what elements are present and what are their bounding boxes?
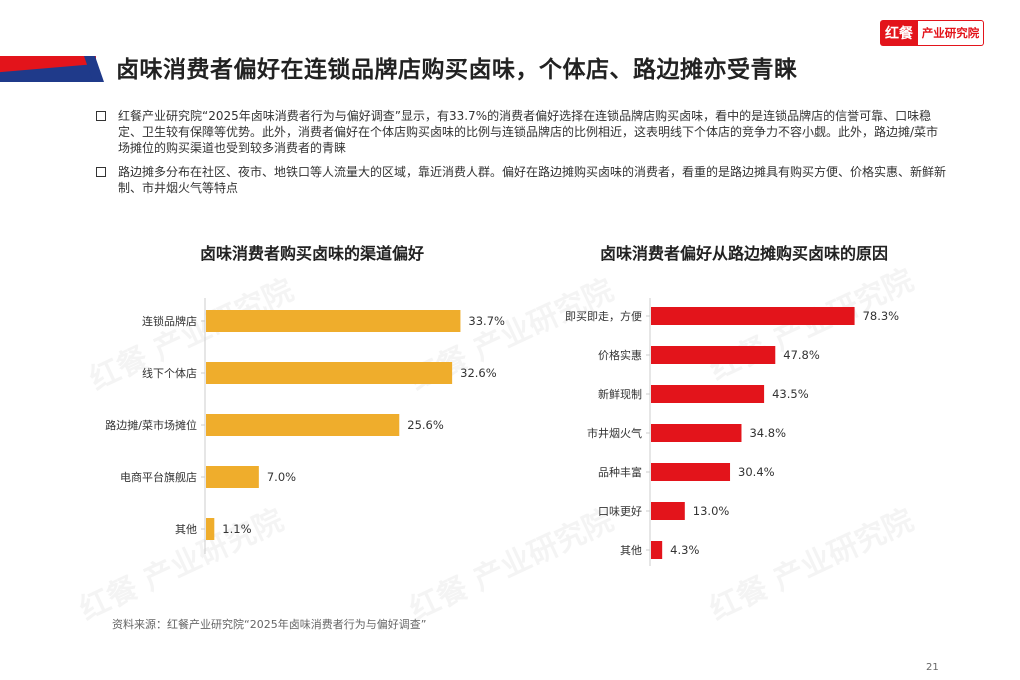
category-label: 其他 xyxy=(175,523,197,536)
value-label: 43.5% xyxy=(772,387,809,401)
category-label: 连锁品牌店 xyxy=(142,314,197,328)
value-label: 13.0% xyxy=(693,504,730,518)
logo-mark: 红餐 xyxy=(880,20,918,46)
value-label: 4.3% xyxy=(670,543,699,557)
value-label: 1.1% xyxy=(222,522,251,536)
category-label: 路边摊/菜市场摊位 xyxy=(105,418,197,432)
bullet-item: 红餐产业研究院“2025年卤味消费者行为与偏好调查”显示，有33.7%的消费者偏… xyxy=(96,108,946,156)
bar xyxy=(651,346,776,364)
bar xyxy=(651,307,855,325)
bar xyxy=(651,541,663,559)
bar xyxy=(651,385,765,403)
source-note: 资料来源：红餐产业研究院“2025年卤味消费者行为与偏好调查” xyxy=(112,618,427,631)
logo-name: 产业研究院 xyxy=(918,20,984,46)
value-label: 25.6% xyxy=(407,418,444,432)
bar xyxy=(651,502,685,520)
bar xyxy=(651,424,742,442)
page-title: 卤味消费者偏好在连锁品牌店购买卤味，个体店、路边摊亦受青睐 xyxy=(116,57,798,83)
category-label: 电商平台旗舰店 xyxy=(120,470,197,484)
bullet-list: 红餐产业研究院“2025年卤味消费者行为与偏好调查”显示，有33.7%的消费者偏… xyxy=(96,108,946,204)
bar xyxy=(206,414,400,436)
value-label: 33.7% xyxy=(468,314,505,328)
bullet-text: 红餐产业研究院“2025年卤味消费者行为与偏好调查”显示，有33.7%的消费者偏… xyxy=(118,109,939,155)
category-label: 即买即走，方便 xyxy=(565,309,642,323)
chart-title-right: 卤味消费者偏好从路边摊购买卤味的原因 xyxy=(600,244,889,263)
value-label: 32.6% xyxy=(460,366,497,380)
bar xyxy=(651,463,731,481)
street-stall-reasons-chart: 即买即走，方便 78.3% 价格实惠 47.8% 新鲜现制 43.5% 市井烟火气 34.8%… xyxy=(565,298,900,566)
bar xyxy=(206,466,259,488)
page-number: 21 xyxy=(926,662,939,673)
value-label: 34.8% xyxy=(749,426,786,440)
category-label: 新鲜现制 xyxy=(598,387,642,401)
category-label: 价格实惠 xyxy=(598,348,642,362)
category-label: 线下个体店 xyxy=(142,366,197,380)
value-label: 47.8% xyxy=(783,348,820,362)
value-label: 7.0% xyxy=(267,470,296,484)
square-bullet-icon xyxy=(96,111,106,121)
channel-preference-chart: 连锁品牌店 33.7% 线下个体店 32.6% 路边摊/菜市场摊位 25.6% 电商平台旗舰… xyxy=(105,298,505,554)
category-label: 品种丰富 xyxy=(598,465,642,479)
square-bullet-icon xyxy=(96,167,106,177)
category-label: 口味更好 xyxy=(598,504,642,518)
bar xyxy=(206,310,461,332)
category-label: 市井烟火气 xyxy=(587,426,642,440)
bar xyxy=(206,362,453,384)
brand-logo: 红餐 产业研究院 xyxy=(880,20,984,46)
value-label: 78.3% xyxy=(863,309,900,323)
category-label: 其他 xyxy=(620,544,642,557)
bullet-item: 路边摊多分布在社区、夜市、地铁口等人流量大的区域，靠近消费人群。偏好在路边摊购买… xyxy=(96,164,946,196)
chart-title-left: 卤味消费者购买卤味的渠道偏好 xyxy=(200,244,425,263)
bar xyxy=(206,518,215,540)
value-label: 30.4% xyxy=(738,465,775,479)
bullet-text: 路边摊多分布在社区、夜市、地铁口等人流量大的区域，靠近消费人群。偏好在路边摊购买… xyxy=(118,165,947,195)
